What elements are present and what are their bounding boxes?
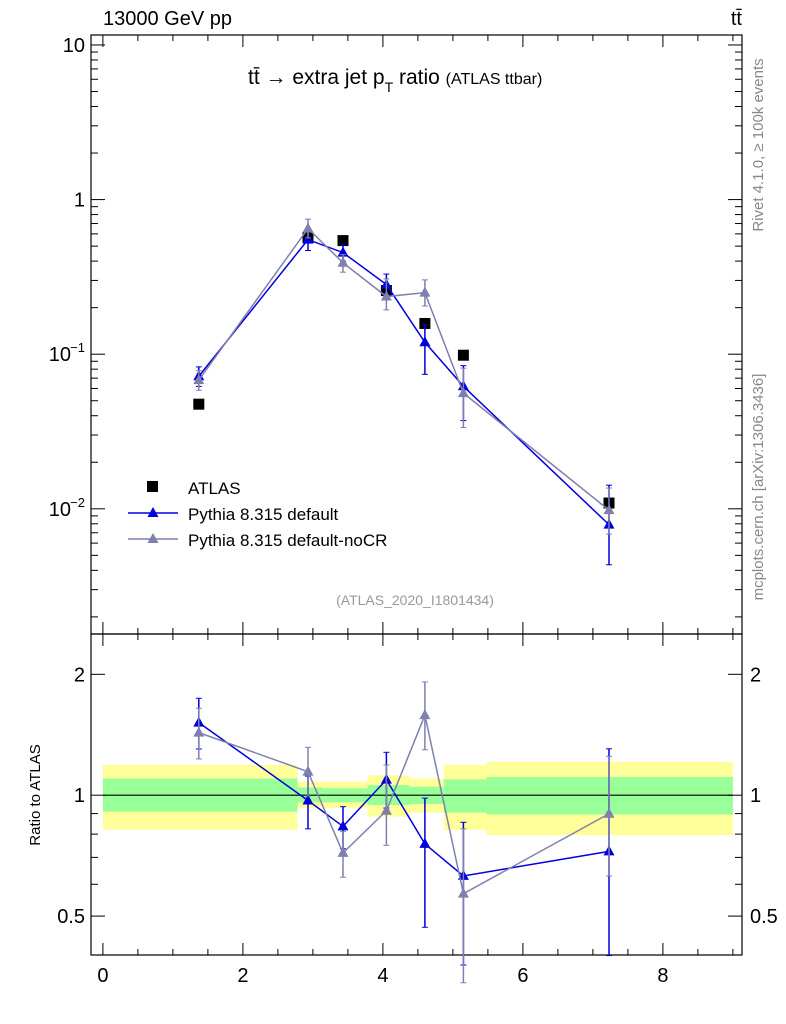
data-point	[302, 222, 314, 233]
ratio-tick-label-right: 2	[750, 664, 761, 686]
data-point	[302, 233, 314, 244]
data-point	[419, 286, 431, 297]
data-point-atlas	[419, 317, 431, 329]
series-pythia-8-315-default-nocr	[193, 218, 615, 984]
ratio-data-point	[337, 846, 349, 857]
energy-label: 13000 GeV pp	[103, 8, 232, 30]
ratio-tick-label-left: 2	[74, 664, 85, 686]
ratio-data-point	[603, 807, 615, 818]
ratio-tick-label-left: 0.5	[57, 906, 85, 928]
data-point-atlas	[337, 235, 349, 247]
legend-label: ATLAS	[188, 479, 241, 498]
x-tick-label: 2	[237, 965, 248, 987]
ratio-data-point	[302, 794, 314, 805]
analysis-label: (ATLAS_2020_I1801434)	[336, 592, 494, 608]
y-tick-label: 1	[74, 190, 85, 212]
x-tick-label: 6	[517, 965, 528, 987]
ratio-data-point	[419, 837, 431, 848]
plot-title: tt̄ → extra jet pT ratio (ATLAS ttbar)	[248, 66, 542, 95]
series-line	[198, 238, 610, 526]
ratio-tick-label-right: 0.5	[750, 906, 778, 928]
x-tick-label: 4	[377, 965, 388, 987]
legend-marker	[147, 533, 159, 543]
data-point	[380, 290, 392, 301]
legend-label: Pythia 8.315 default-noCR	[188, 531, 387, 550]
y-tick-label: 10	[49, 499, 71, 521]
mcplots-label: mcplots.cern.ch [arXiv:1306.3436]	[750, 374, 767, 601]
data-point-atlas	[457, 349, 469, 361]
ratio-data-point	[302, 765, 314, 776]
x-tick-label: 8	[657, 965, 668, 987]
y-tick-label: 10	[49, 344, 71, 366]
y-tick-exponent: −1	[70, 340, 85, 355]
uncertainty-band-green	[443, 779, 487, 813]
data-point	[419, 336, 431, 347]
data-point	[603, 504, 615, 515]
data-point-atlas	[193, 398, 205, 410]
series-atlas	[193, 232, 615, 509]
ratio-data-point	[193, 726, 205, 737]
legend-marker-atlas	[147, 481, 158, 492]
legend-marker	[147, 507, 159, 517]
ratio-tick-label-left: 1	[74, 785, 85, 807]
ratio-tick-label-right: 1	[750, 785, 761, 807]
x-tick-label: 0	[97, 965, 108, 987]
data-point	[337, 256, 349, 267]
y-tick-label: 10	[63, 35, 85, 57]
ratio-data-point	[419, 709, 431, 720]
ratio-y-axis-label: Ratio to ATLAS	[27, 744, 44, 845]
data-point	[193, 374, 205, 385]
rivet-version-label: Rivet 4.1.0, ≥ 100k events	[750, 58, 767, 231]
ratio-panel-frame	[90, 633, 743, 956]
ratio-data-point	[337, 820, 349, 831]
y-tick-exponent: −2	[70, 495, 85, 510]
process-label: tt̄	[731, 8, 743, 30]
ratio-data-point	[457, 887, 469, 898]
legend-label: Pythia 8.315 default	[188, 505, 339, 524]
series-line	[198, 227, 610, 511]
ratio-data-point	[380, 804, 392, 815]
data-point	[457, 387, 469, 398]
